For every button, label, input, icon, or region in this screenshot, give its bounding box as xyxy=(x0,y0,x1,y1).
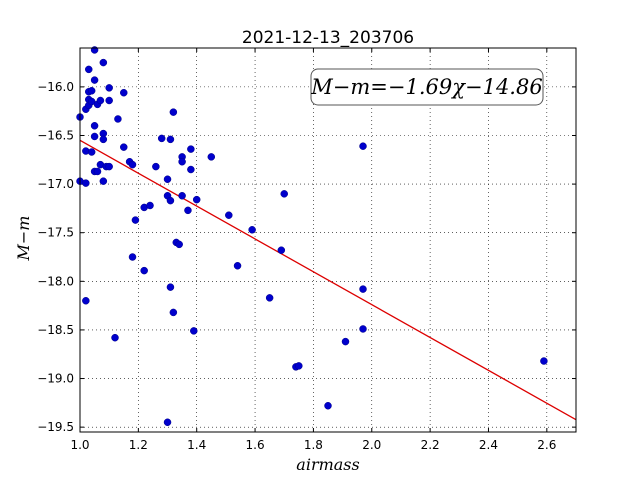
data-point xyxy=(99,135,108,144)
data-point xyxy=(359,285,367,293)
data-point xyxy=(169,308,178,317)
data-point xyxy=(105,162,113,171)
data-point xyxy=(175,240,183,249)
data-point xyxy=(187,165,195,174)
x-tick-label: 1.4 xyxy=(187,438,206,452)
data-point xyxy=(280,190,288,198)
data-point xyxy=(265,294,274,302)
data-point xyxy=(166,135,175,144)
chart-title: 2021-12-13_203706 xyxy=(242,28,414,48)
data-point xyxy=(120,143,128,151)
data-point xyxy=(152,162,160,171)
data-point xyxy=(233,262,242,270)
y-tick-label: −17.0 xyxy=(37,177,74,191)
x-tick-label: 2.0 xyxy=(362,438,381,452)
y-tick-label: −19.5 xyxy=(37,420,74,434)
data-point xyxy=(277,246,286,254)
y-tick-label: −18.0 xyxy=(37,274,74,288)
fit-line xyxy=(79,139,577,421)
fit-annotation: M−m=−1.69χ−14.86 xyxy=(310,68,544,106)
data-point xyxy=(120,88,128,97)
data-point xyxy=(87,87,96,95)
data-point xyxy=(146,201,154,210)
x-tick-label: 1.8 xyxy=(304,438,323,452)
data-point xyxy=(99,58,108,67)
data-point xyxy=(192,195,201,204)
data-point xyxy=(157,134,166,143)
data-point xyxy=(140,266,148,275)
x-tick-labels: 1.0 1.2 1.4 1.6 1.8 2.0 2.2 2.4 2.6 xyxy=(70,438,556,452)
x-tick-label: 1.2 xyxy=(129,438,148,452)
data-point xyxy=(85,65,93,74)
data-point xyxy=(178,192,186,200)
data-point xyxy=(248,226,256,234)
data-point xyxy=(190,327,198,335)
data-point xyxy=(111,333,119,342)
data-point xyxy=(163,175,172,183)
data-point xyxy=(178,157,186,166)
data-point xyxy=(128,253,137,261)
y-axis-label: M−m xyxy=(14,216,33,262)
data-point xyxy=(324,402,332,410)
x-tick-label: 2.2 xyxy=(421,438,440,452)
data-points xyxy=(76,46,548,427)
data-point xyxy=(184,206,192,215)
data-point xyxy=(128,160,137,169)
axis-ticks xyxy=(79,48,576,432)
data-point xyxy=(169,108,178,116)
x-tick-label: 1.0 xyxy=(70,438,89,452)
data-point xyxy=(90,46,99,54)
data-point xyxy=(163,418,172,427)
data-point xyxy=(359,325,367,333)
data-point xyxy=(90,122,99,130)
grid-lines xyxy=(79,48,576,432)
data-point xyxy=(225,211,233,219)
plot-frame xyxy=(79,47,577,433)
y-tick-label: −16.5 xyxy=(37,128,74,142)
data-point xyxy=(166,196,175,205)
data-point xyxy=(90,132,99,141)
data-point xyxy=(166,283,175,291)
y-tick-label: −19.0 xyxy=(37,372,74,386)
data-point xyxy=(540,357,548,365)
data-point xyxy=(341,337,350,346)
data-point xyxy=(96,96,105,105)
x-tick-label: 2.6 xyxy=(537,438,556,452)
data-point xyxy=(105,96,113,105)
data-point xyxy=(93,167,102,176)
data-point xyxy=(359,142,367,150)
y-tick-labels: −16.0 −16.5 −17.0 −17.5 −18.0 −18.5 −19.0 −19.5 xyxy=(37,80,74,434)
annotation-box xyxy=(310,68,544,106)
x-tick-label: 1.6 xyxy=(246,438,265,452)
x-tick-label: 2.4 xyxy=(479,438,498,452)
y-tick-label: −16.0 xyxy=(37,80,74,94)
data-point xyxy=(87,148,96,156)
data-point xyxy=(82,297,90,305)
data-point xyxy=(295,362,303,370)
x-axis-label: airmass xyxy=(296,455,359,474)
data-point xyxy=(187,145,195,153)
y-tick-label: −18.5 xyxy=(37,323,74,337)
data-point xyxy=(105,84,113,92)
data-point xyxy=(90,76,99,84)
annotation-text: M−m=−1.69χ−14.86 xyxy=(310,75,542,99)
data-point xyxy=(131,216,140,224)
data-point xyxy=(207,153,216,161)
data-point xyxy=(114,115,122,123)
data-point xyxy=(82,179,90,187)
data-point xyxy=(99,177,108,185)
y-tick-label: −17.5 xyxy=(37,226,74,240)
